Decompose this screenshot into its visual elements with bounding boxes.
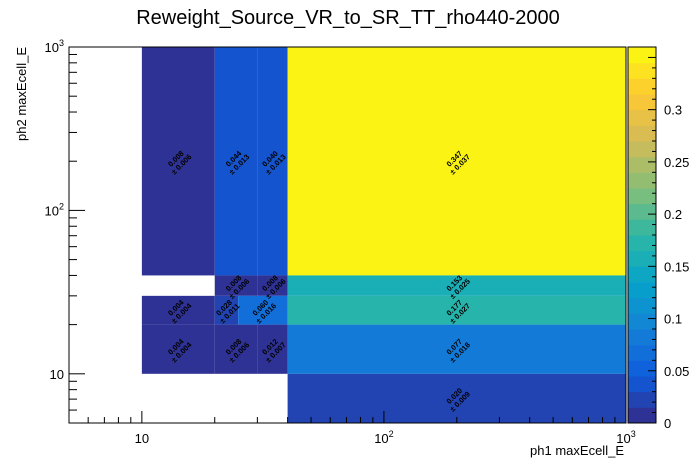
y-tick-label: 102 <box>45 201 64 218</box>
colorbar-segment <box>628 407 656 424</box>
colorbar-segment <box>628 78 656 95</box>
colorbar-segment <box>628 188 656 205</box>
heatmap-cell <box>141 295 215 325</box>
colorbar-segment <box>628 391 656 408</box>
x-axis-label: ph1 maxEcell_E <box>530 443 624 458</box>
y-tick-label: 103 <box>45 38 64 55</box>
colorbar-segment <box>628 141 656 158</box>
heatmap-cell <box>287 47 626 276</box>
heatmap-cell <box>214 47 258 276</box>
colorbar-segment <box>628 329 656 346</box>
colorbar-segment <box>628 313 656 330</box>
heatmap-cell <box>287 295 626 325</box>
heatmap-cell <box>214 295 239 325</box>
colorbar-tick-label: 0.3 <box>664 103 682 118</box>
x-tick-exponent: 3 <box>631 429 636 439</box>
colorbar-segment <box>628 219 656 236</box>
colorbar-segment <box>628 360 656 377</box>
colorbar-segment <box>628 156 656 173</box>
chart-title: Reweight_Source_VR_to_SR_TT_rho440-2000 <box>136 7 560 29</box>
heatmap-cell <box>141 47 215 276</box>
colorbar-segment <box>628 94 656 111</box>
x-tick-label: 10 <box>135 431 149 446</box>
heatmap-cell <box>214 275 258 296</box>
colorbar-segment <box>628 266 656 283</box>
colorbar-tick-label: 0.1 <box>664 312 682 327</box>
heatmap-cell <box>257 324 288 374</box>
heatmap-cell <box>287 324 626 374</box>
heatmap-cell <box>214 324 258 374</box>
colorbar-segment <box>628 109 656 126</box>
colorbar-tick-label: 0.2 <box>664 207 682 222</box>
heatmap-cell <box>257 275 288 296</box>
colorbar-tick-label: 0.05 <box>664 364 689 379</box>
colorbar-segment <box>628 376 656 393</box>
y-tick-label: 10 <box>50 367 64 382</box>
colorbar-tick-label: 0.25 <box>664 155 689 170</box>
x-tick-label: 102 <box>374 429 393 446</box>
heatmap-cell <box>257 47 288 276</box>
colorbar-segment <box>628 344 656 361</box>
colorbar-segment <box>628 250 656 267</box>
x-tick-exponent: 2 <box>389 429 394 439</box>
y-tick-exponent: 2 <box>59 201 64 211</box>
colorbar-segment <box>628 172 656 189</box>
colorbar-segment <box>628 235 656 252</box>
heatmap-cell <box>141 324 215 374</box>
colorbar-segment <box>628 125 656 142</box>
colorbar-segment <box>628 203 656 220</box>
plot-frame <box>68 46 627 424</box>
heatmap-cell <box>238 295 288 325</box>
heatmap-cells <box>141 47 626 423</box>
heatmap-cell <box>287 373 626 423</box>
colorbar-axis: 0 0.05 0.1 0.15 0.2 0.25 0.3 <box>648 46 689 431</box>
y-tick-exponent: 3 <box>59 38 64 48</box>
colorbar-tick-label: 0.15 <box>664 259 689 274</box>
colorbar-segment <box>628 62 656 79</box>
y-axis-label: ph2 maxEcell_E <box>14 47 29 141</box>
colorbar-segment <box>628 47 656 64</box>
heatmap-cell <box>287 275 626 296</box>
colorbar-segment <box>628 282 656 299</box>
x-axis: 10 102 103 <box>68 411 636 446</box>
colorbar <box>627 46 657 424</box>
colorbar-segment <box>628 297 656 314</box>
colorbar-tick-label: 0 <box>664 416 671 431</box>
y-axis: 10 102 103 <box>45 38 85 424</box>
